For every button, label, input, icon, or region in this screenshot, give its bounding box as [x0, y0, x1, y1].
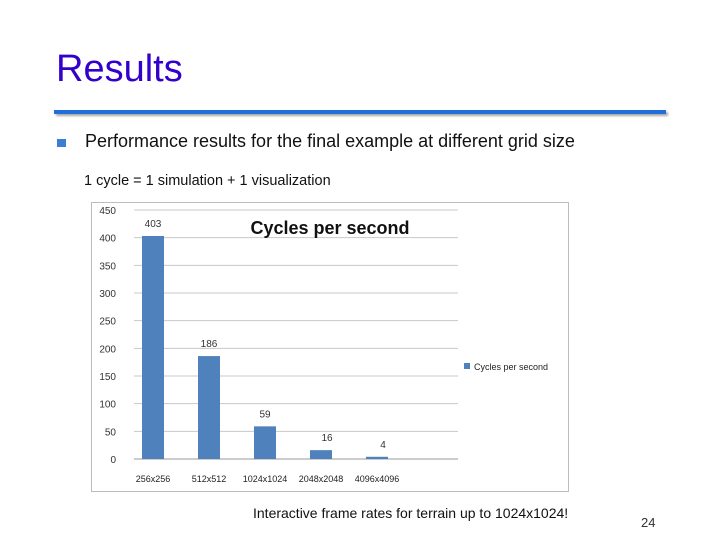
y-tick-label: 150 — [99, 372, 116, 383]
chart-caption: Interactive frame rates for terrain up t… — [253, 505, 569, 521]
y-tick-label: 300 — [99, 289, 116, 300]
cycle-definition: 1 cycle = 1 simulation + 1 visualization — [84, 173, 331, 189]
bar-chart: 0 50 100 150 200 250 300 350 400 450 403 256x256 186… — [99, 206, 548, 484]
data-label: 16 — [321, 433, 333, 444]
chart-title: Cycles per second — [250, 218, 409, 238]
bar-4096x4096 — [366, 456, 388, 459]
chart-frame: 0 50 100 150 200 250 300 350 400 450 403 256x256 186… — [91, 202, 569, 492]
bullet-text: Performance results for the final exampl… — [85, 131, 575, 151]
legend-swatch — [464, 363, 470, 369]
bar-256x256 — [142, 236, 164, 459]
y-tick-label: 400 — [99, 234, 116, 245]
bar-1024x1024 — [254, 426, 276, 459]
bar-2048x2048 — [310, 450, 332, 459]
data-label: 59 — [259, 409, 271, 420]
legend-label: Cycles per second — [474, 362, 548, 372]
y-tick-label: 350 — [99, 261, 116, 272]
bullet-square-icon — [57, 139, 66, 147]
page-number: 24 — [641, 515, 656, 530]
data-label: 4 — [380, 440, 386, 451]
data-label: 186 — [201, 339, 218, 350]
y-tick-label: 0 — [110, 455, 116, 466]
data-label: 403 — [145, 219, 162, 230]
x-tick-label: 4096x4096 — [355, 474, 400, 484]
title-divider — [54, 110, 666, 114]
y-tick-label: 100 — [99, 400, 116, 411]
y-tick-label: 250 — [99, 317, 116, 328]
x-tick-label: 512x512 — [192, 474, 227, 484]
slide-title: Results — [56, 48, 183, 90]
y-tick-label: 200 — [99, 344, 116, 355]
y-tick-label: 50 — [105, 427, 117, 438]
y-tick-label: 450 — [99, 206, 116, 217]
x-tick-label: 256x256 — [136, 474, 171, 484]
x-tick-label: 2048x2048 — [299, 474, 344, 484]
x-tick-label: 1024x1024 — [243, 474, 288, 484]
bar-512x512 — [198, 356, 220, 459]
